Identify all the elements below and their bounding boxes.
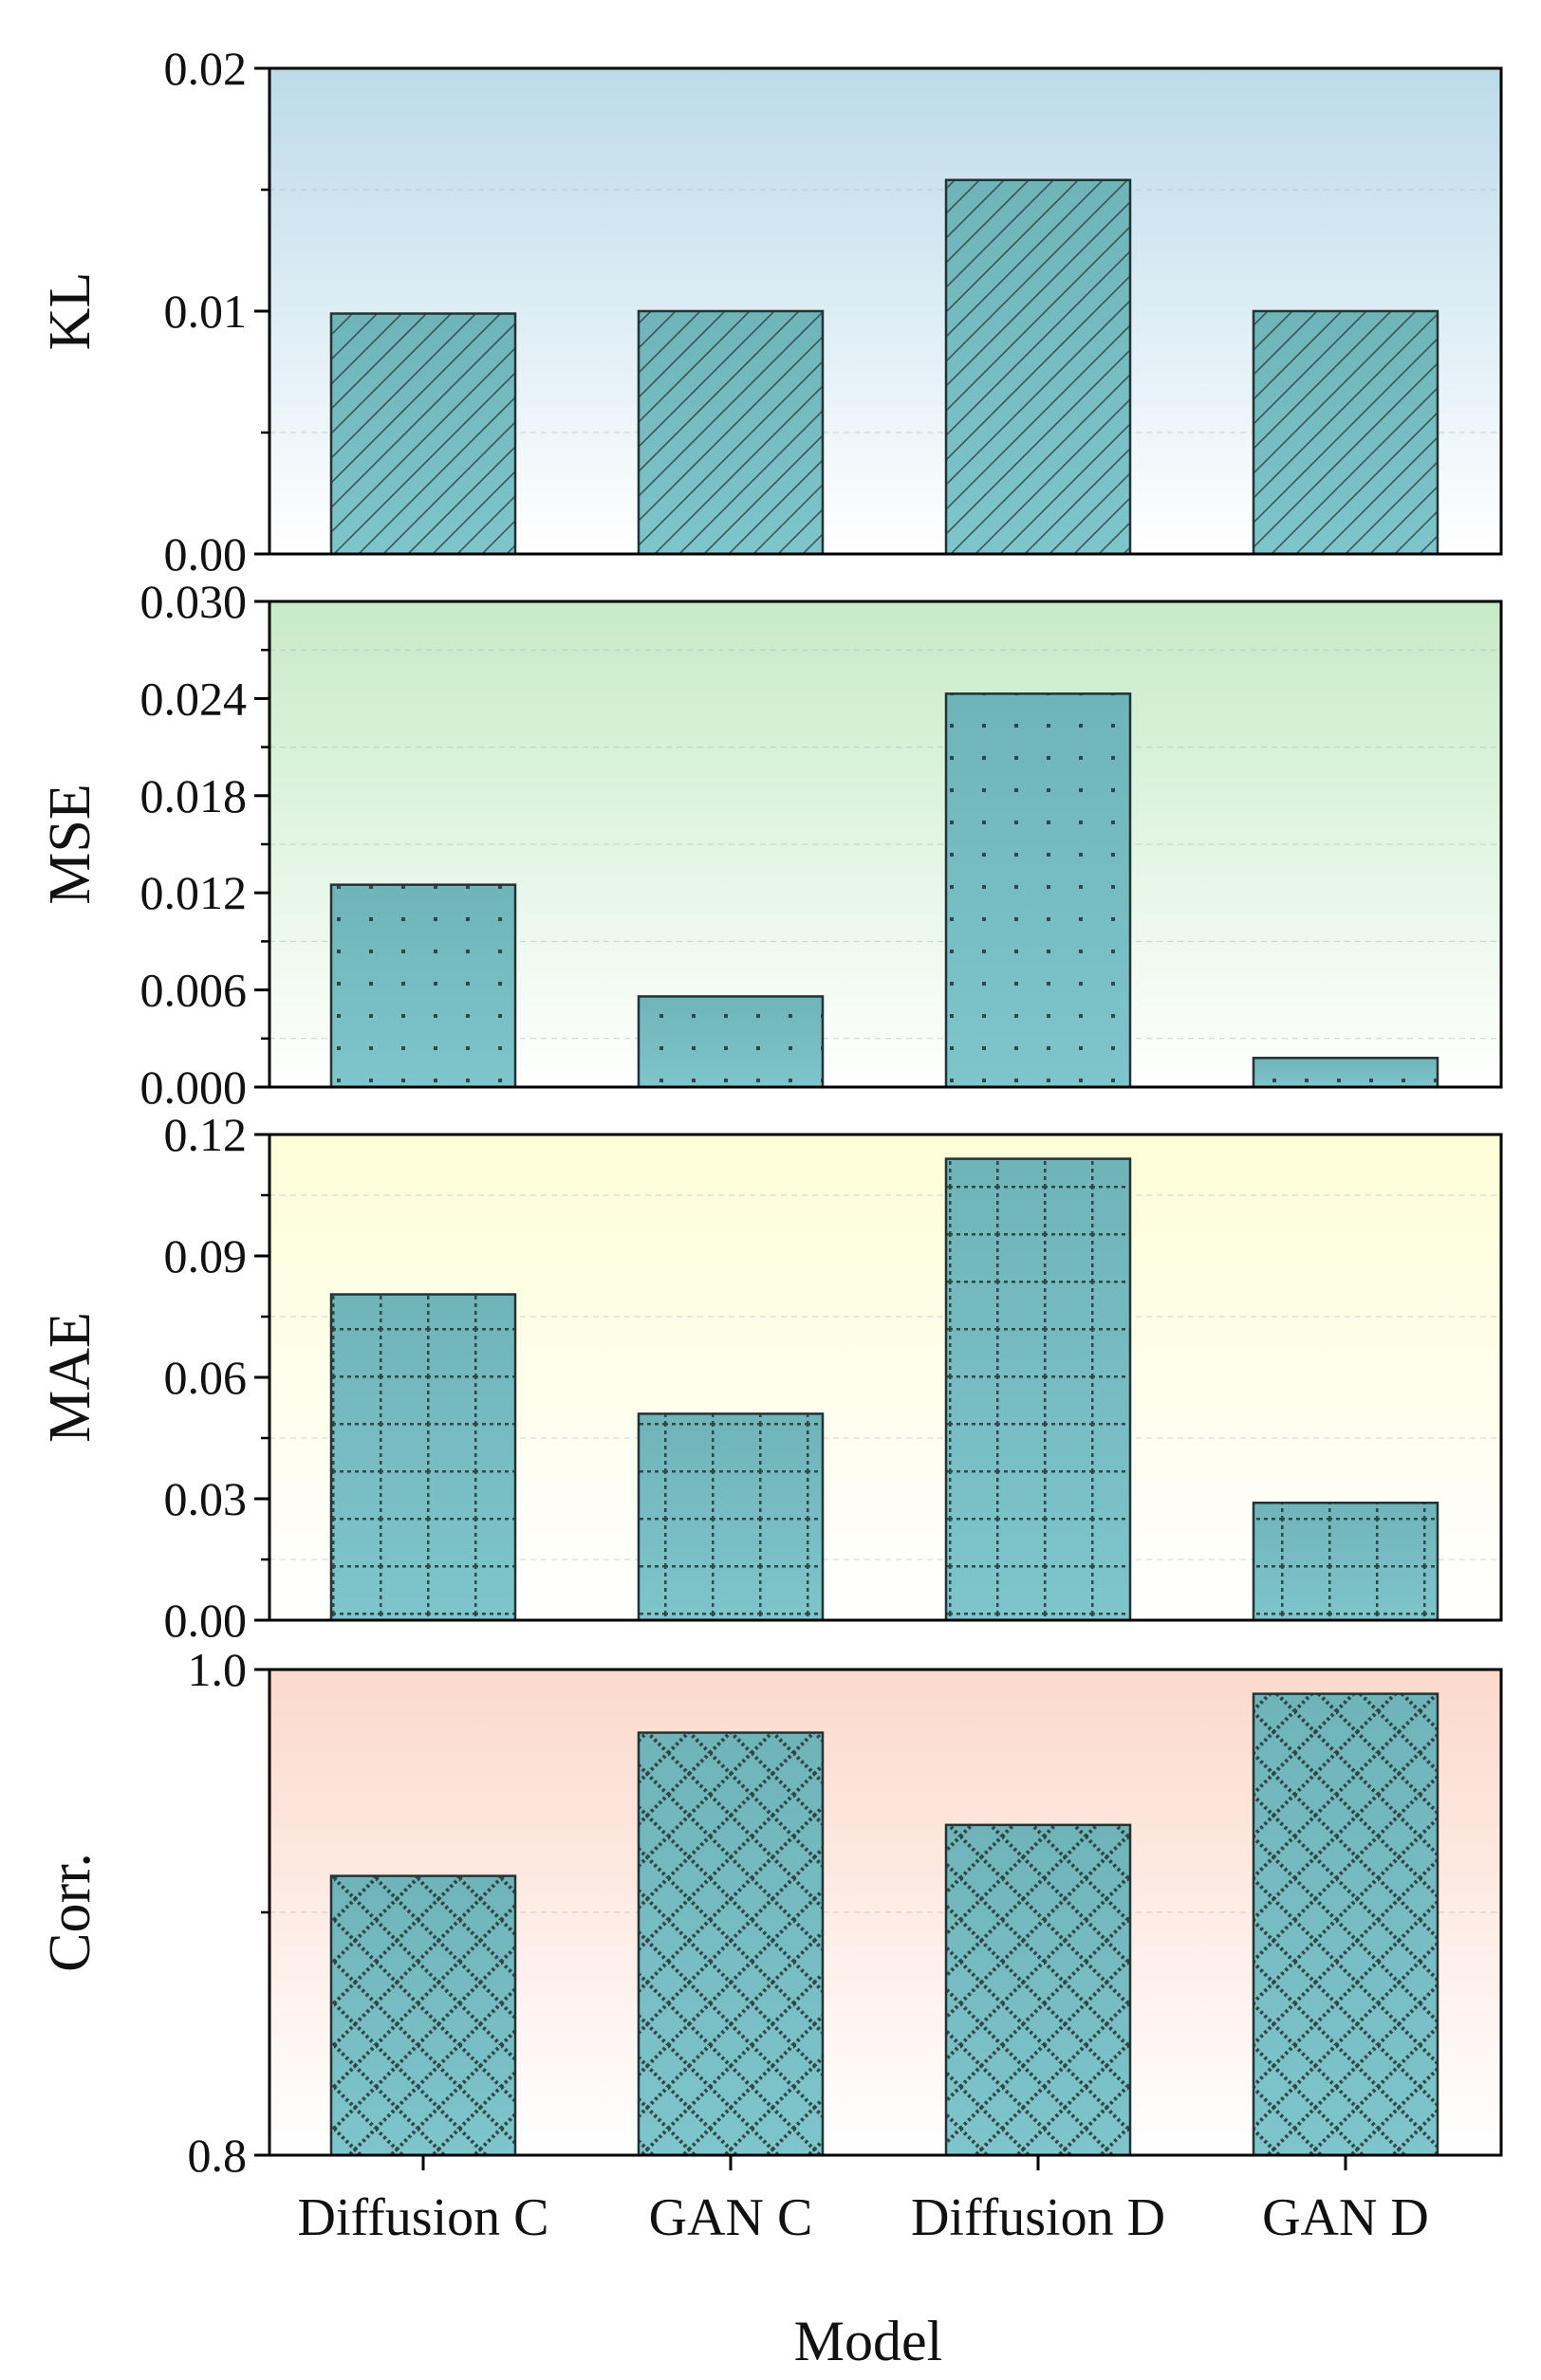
bar-diffusion-c <box>329 883 517 1089</box>
y-tick-label: 0.01 <box>164 285 248 338</box>
panel-2: 0.000 0.006 0.012 0.018 0.024 0.030 MSE <box>38 575 1503 1114</box>
bar-diffusion-d <box>944 1157 1132 1622</box>
bar-diffusion-d <box>944 178 1132 556</box>
bar-gan-d <box>1252 1692 1439 2157</box>
y-axis-title: MAE <box>38 1312 102 1443</box>
bar-gan-d <box>1252 1057 1439 1089</box>
y-tick-label: 1.0 <box>188 1643 248 1696</box>
bar-diffusion-c <box>329 1874 517 2157</box>
y-tick-label: 0.00 <box>164 527 248 581</box>
bar-gan-c <box>637 995 825 1089</box>
y-tick-label: 0.03 <box>164 1472 248 1525</box>
bar-diffusion-c <box>329 312 517 556</box>
x-axis-title: Model <box>794 2310 943 2372</box>
y-tick-label: 0.018 <box>140 769 248 822</box>
bar-diffusion-d <box>944 692 1132 1089</box>
y-axis-title: Corr. <box>38 1853 102 1972</box>
y-tick-label: 0.06 <box>164 1351 248 1404</box>
bar-diffusion-d <box>944 1823 1132 2157</box>
y-tick-label: 0.024 <box>140 672 248 725</box>
y-tick-label: 0.030 <box>140 575 248 628</box>
y-axis-title: MSE <box>38 784 102 904</box>
bar-gan-d <box>1252 309 1439 556</box>
y-tick-label: 0.12 <box>164 1108 248 1161</box>
y-tick-label: 0.006 <box>140 964 248 1017</box>
y-axis-title: KL <box>38 272 102 351</box>
y-tick-label: 0.000 <box>140 1061 248 1114</box>
bar-gan-c <box>637 309 825 556</box>
x-tick-label: Diffusion C <box>298 2188 549 2247</box>
bar-gan-c <box>637 1412 825 1622</box>
y-tick-label: 0.00 <box>164 1594 248 1647</box>
x-tick-label: GAN C <box>649 2188 813 2247</box>
panel-3: 0.00 0.03 0.06 0.09 0.12 MAE <box>38 1108 1503 1647</box>
y-tick-label: 0.8 <box>188 2129 248 2182</box>
bar-diffusion-c <box>329 1293 517 1622</box>
panel-4: 0.8 1.0 Corr. <box>38 1643 1503 2182</box>
bar-gan-c <box>637 1731 825 2157</box>
x-tick-label: GAN D <box>1262 2188 1429 2247</box>
x-tick-label: Diffusion D <box>911 2188 1165 2247</box>
bar-gan-d <box>1252 1502 1439 1622</box>
y-tick-label: 0.02 <box>164 42 248 95</box>
panel-1: 0.00 0.01 0.02 KL <box>38 42 1503 581</box>
y-tick-label: 0.012 <box>140 866 248 919</box>
y-tick-label: 0.09 <box>164 1229 248 1282</box>
